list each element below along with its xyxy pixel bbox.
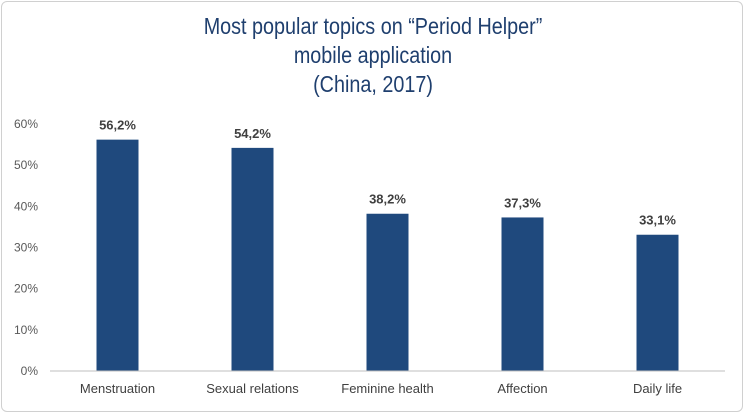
y-tick-label: 60% — [14, 117, 38, 131]
y-tick-label: 20% — [14, 282, 38, 296]
data-label: 54,2% — [234, 126, 271, 141]
bar-feminine-health — [366, 213, 409, 371]
data-label: 33,1% — [639, 213, 676, 228]
bars-group: 56,2% 54,2% 38,2% 37,3% 33,1% — [96, 118, 679, 371]
bar-menstruation — [96, 139, 139, 371]
chart-title: Most popular topics on “Period Helper” m… — [52, 12, 694, 99]
x-category-label: Daily life — [633, 381, 682, 396]
data-label: 56,2% — [99, 118, 136, 133]
y-tick-label: 0% — [21, 364, 39, 378]
bar-daily-life — [636, 234, 679, 371]
y-tick-label: 30% — [14, 241, 38, 255]
y-tick-label: 50% — [14, 158, 38, 172]
y-tick-label: 40% — [14, 199, 38, 213]
data-label: 37,3% — [504, 195, 541, 210]
data-label: 38,2% — [369, 192, 406, 207]
x-category-label: Feminine health — [341, 381, 434, 396]
chart-title-line-1: Most popular topics on “Period Helper” — [203, 13, 543, 39]
chart-title-line-3: (China, 2017) — [313, 71, 433, 97]
bar-affection — [501, 217, 544, 371]
y-axis: 0% 10% 20% 30% 40% 50% 60% — [14, 117, 38, 378]
x-category-label: Menstruation — [80, 381, 155, 396]
bar-sexual-relations — [231, 147, 274, 371]
x-category-label: Affection — [497, 381, 547, 396]
x-axis: Menstruation Sexual relations Feminine hea… — [50, 370, 725, 396]
chart-title-line-2: mobile application — [293, 42, 453, 68]
y-tick-label: 10% — [14, 323, 38, 337]
x-category-label: Sexual relations — [206, 381, 299, 396]
